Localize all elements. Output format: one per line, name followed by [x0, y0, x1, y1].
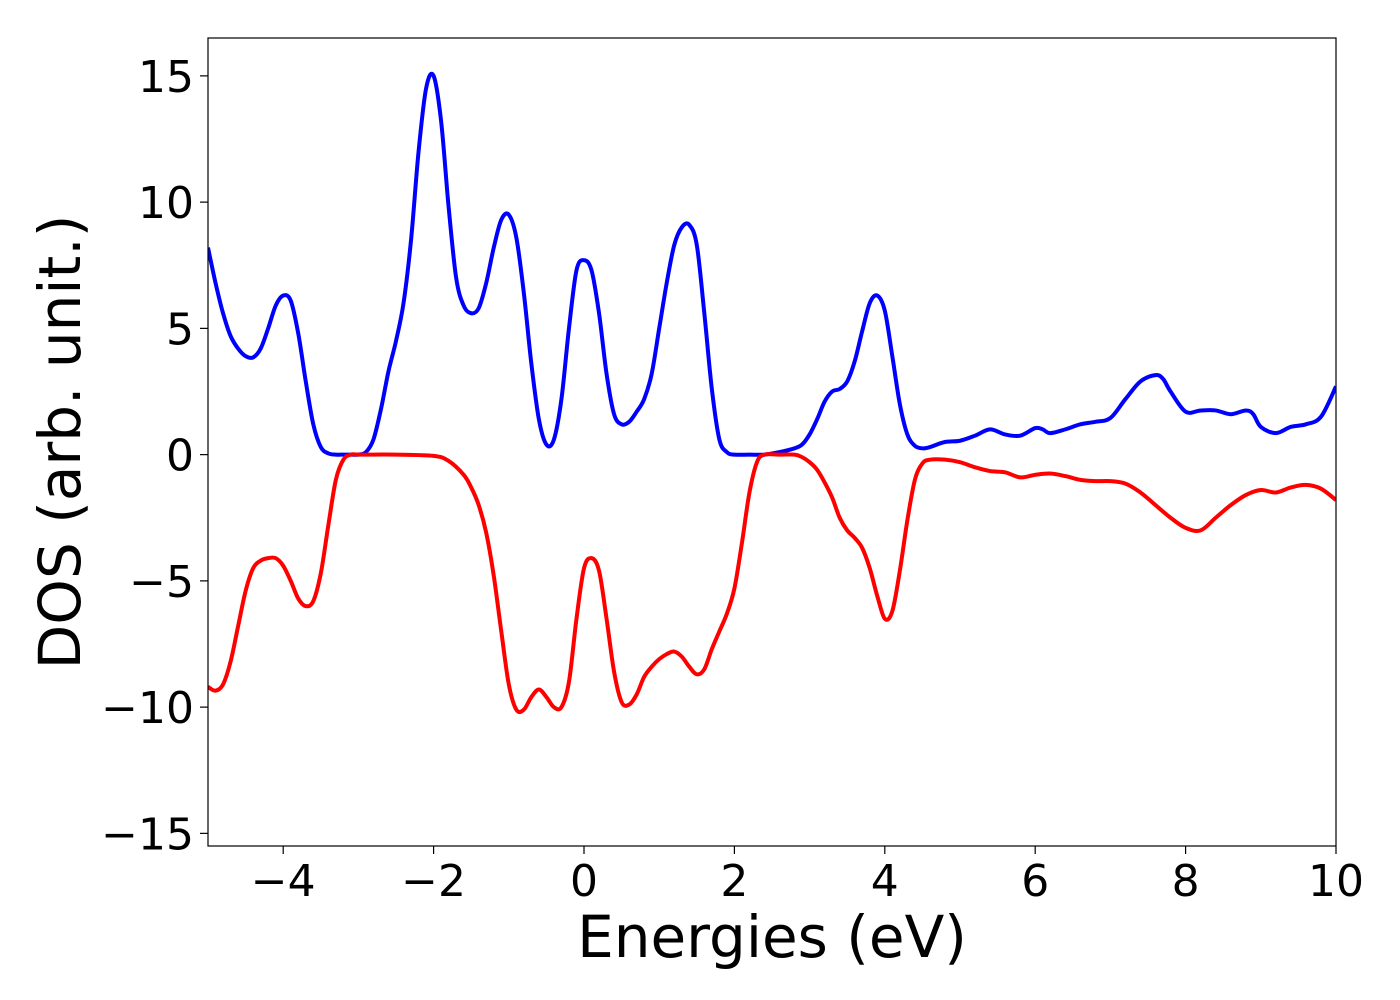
x-tick-label: 8 [1172, 856, 1200, 907]
y-tick-label: −10 [101, 683, 194, 734]
x-tick-label: −2 [401, 856, 466, 907]
x-tick-label: 2 [720, 856, 748, 907]
x-axis-title: Energies (eV) [577, 903, 967, 971]
y-tick-label: 5 [166, 304, 194, 355]
y-tick-label: −15 [101, 809, 194, 860]
y-tick-label: −5 [129, 557, 194, 608]
y-axis-title: DOS (arb. unit.) [26, 215, 94, 670]
series-line-spin-down [208, 452, 1336, 715]
x-tick-label: 0 [570, 856, 598, 907]
x-tick-label: 4 [871, 856, 899, 907]
x-axis-ticks: −4 −2 0 2 4 6 8 10 [251, 846, 1364, 907]
plot-area-background [208, 38, 1336, 846]
y-axis-ticks: −15 −10 −5 0 5 10 15 [101, 52, 208, 860]
x-tick-label: 10 [1308, 856, 1364, 907]
x-tick-label: −4 [251, 856, 316, 907]
x-tick-label: 6 [1021, 856, 1049, 907]
plot-frame [207, 37, 1337, 847]
series-layer [208, 71, 1336, 715]
y-tick-label: 15 [138, 52, 194, 103]
y-tick-label: 10 [138, 178, 194, 229]
y-tick-label: 0 [166, 431, 194, 482]
